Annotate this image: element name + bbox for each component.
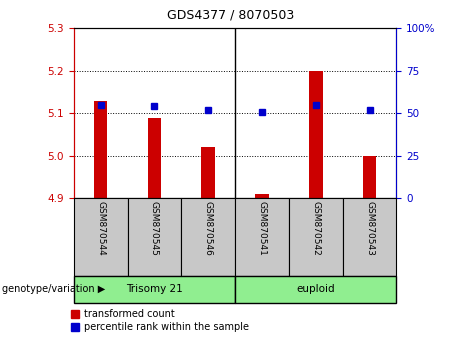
Bar [74, 198, 128, 276]
Text: genotype/variation ▶: genotype/variation ▶ [2, 284, 106, 295]
Bar [94, 101, 107, 198]
Text: euploid: euploid [296, 284, 335, 295]
Bar [363, 156, 376, 198]
Text: GSM870545: GSM870545 [150, 201, 159, 256]
Text: GSM870542: GSM870542 [311, 201, 320, 255]
Text: GSM870546: GSM870546 [204, 201, 213, 256]
Legend: transformed count, percentile rank within the sample: transformed count, percentile rank withi… [70, 308, 251, 334]
Bar [343, 198, 396, 276]
Bar [235, 276, 396, 303]
Text: Trisomy 21: Trisomy 21 [126, 284, 183, 295]
Bar [128, 198, 181, 276]
Bar [289, 198, 343, 276]
Text: GSM870541: GSM870541 [258, 201, 266, 256]
Text: GDS4377 / 8070503: GDS4377 / 8070503 [167, 9, 294, 22]
Bar [309, 71, 323, 198]
Bar [235, 198, 289, 276]
Text: GSM870543: GSM870543 [365, 201, 374, 256]
Bar [201, 147, 215, 198]
Bar [255, 194, 269, 198]
Text: GSM870544: GSM870544 [96, 201, 105, 255]
Bar [181, 198, 235, 276]
Bar [148, 118, 161, 198]
Bar [74, 276, 235, 303]
